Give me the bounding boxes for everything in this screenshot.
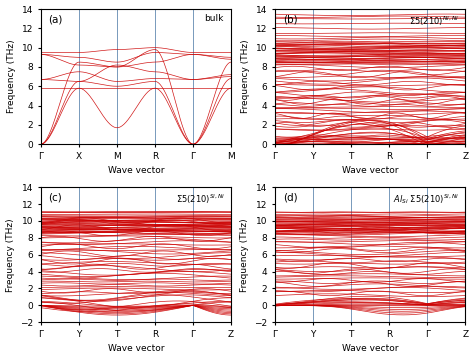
Text: (b): (b) [283, 14, 297, 24]
X-axis label: Wave vector: Wave vector [108, 344, 164, 354]
Text: (c): (c) [48, 192, 62, 202]
Text: $Al_{Si}\ \Sigma5(210)^{Si,Ni}$: $Al_{Si}\ \Sigma5(210)^{Si,Ni}$ [393, 192, 460, 206]
X-axis label: Wave vector: Wave vector [108, 166, 164, 175]
Y-axis label: Frequency (THz): Frequency (THz) [6, 218, 15, 292]
Y-axis label: Frequency (THz): Frequency (THz) [7, 40, 16, 113]
Text: $\Sigma5(210)^{Si,Ni}$: $\Sigma5(210)^{Si,Ni}$ [176, 192, 226, 206]
X-axis label: Wave vector: Wave vector [342, 344, 399, 354]
Text: (d): (d) [283, 192, 297, 202]
Text: bulk: bulk [204, 14, 224, 23]
Y-axis label: Frequency (THz): Frequency (THz) [240, 218, 249, 292]
Text: (a): (a) [48, 14, 63, 24]
Text: $\Sigma5(210)^{Ni,Ni}$: $\Sigma5(210)^{Ni,Ni}$ [410, 14, 460, 28]
X-axis label: Wave vector: Wave vector [342, 166, 399, 175]
Y-axis label: Frequency (THz): Frequency (THz) [241, 40, 250, 113]
